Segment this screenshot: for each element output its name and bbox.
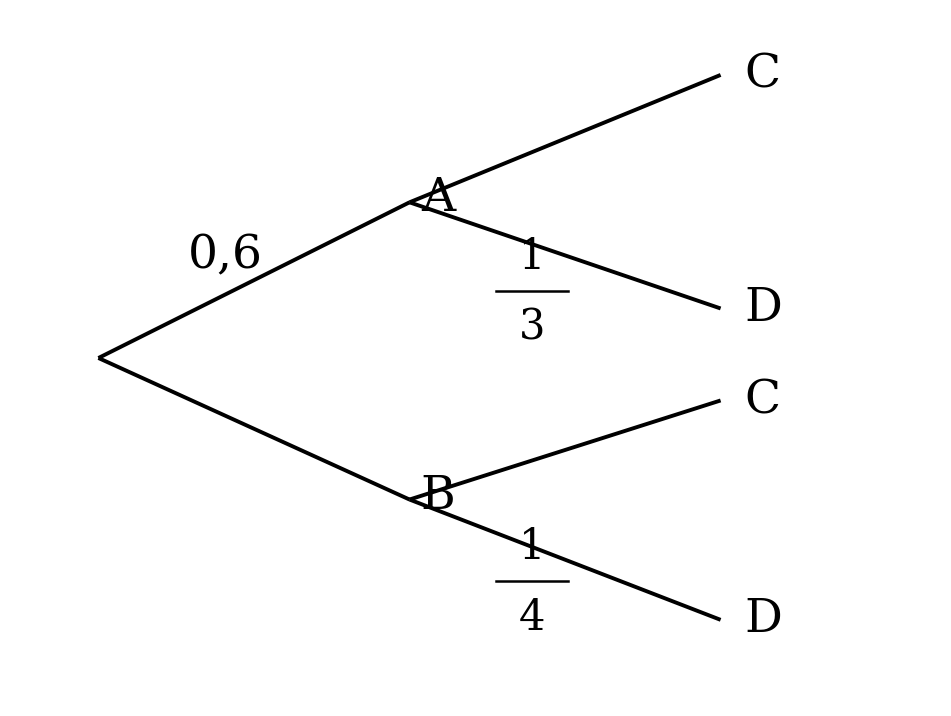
Text: 1: 1 [519, 236, 545, 278]
Text: 4: 4 [519, 596, 545, 639]
Text: 3: 3 [519, 306, 545, 349]
Text: C: C [745, 378, 780, 423]
Text: D: D [745, 286, 782, 331]
Text: C: C [745, 52, 780, 97]
Text: B: B [421, 473, 456, 518]
Text: D: D [745, 597, 782, 642]
Text: 0,6: 0,6 [188, 233, 263, 278]
Text: A: A [421, 176, 455, 221]
Text: 1: 1 [519, 526, 545, 568]
